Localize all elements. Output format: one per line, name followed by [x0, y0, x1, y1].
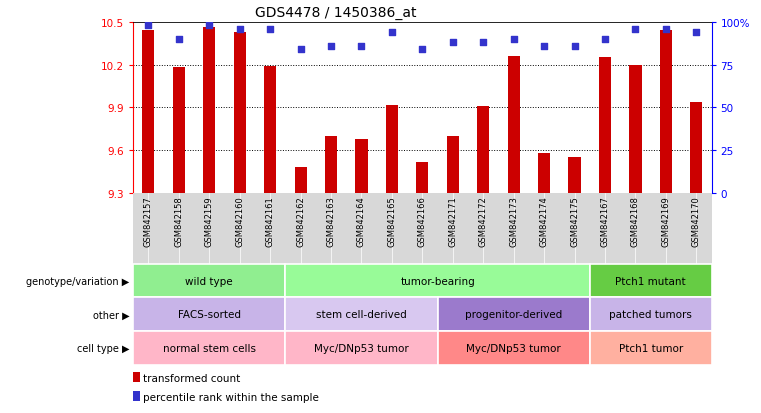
- Text: GSM842161: GSM842161: [266, 196, 275, 247]
- Point: [629, 26, 642, 33]
- Bar: [133, 264, 285, 298]
- Text: normal stem cells: normal stem cells: [163, 344, 256, 354]
- Text: patched tumors: patched tumors: [610, 310, 692, 320]
- Bar: [590, 332, 712, 366]
- Text: other ▶: other ▶: [93, 310, 129, 320]
- Bar: [438, 332, 590, 366]
- Text: GSM842170: GSM842170: [692, 196, 701, 247]
- Point: [660, 26, 672, 33]
- Point: [325, 43, 337, 50]
- Bar: [203, 28, 215, 194]
- Bar: [285, 332, 438, 366]
- Bar: [590, 264, 712, 298]
- Point: [295, 47, 307, 53]
- Point: [173, 36, 185, 43]
- Bar: [438, 298, 590, 332]
- Bar: [447, 137, 459, 194]
- Text: GSM842167: GSM842167: [600, 196, 610, 247]
- Bar: [508, 57, 520, 194]
- Bar: [629, 66, 642, 194]
- Bar: [690, 102, 702, 194]
- Bar: [477, 107, 489, 194]
- Text: GSM842171: GSM842171: [448, 196, 457, 247]
- Bar: [295, 168, 307, 194]
- Text: GSM842162: GSM842162: [296, 196, 305, 247]
- Text: Myc/DNp53 tumor: Myc/DNp53 tumor: [314, 344, 409, 354]
- Point: [386, 30, 398, 36]
- Text: Myc/DNp53 tumor: Myc/DNp53 tumor: [466, 344, 561, 354]
- Bar: [355, 140, 368, 194]
- Bar: [173, 68, 185, 194]
- Point: [477, 40, 489, 47]
- Text: GSM842173: GSM842173: [509, 196, 518, 247]
- Bar: [133, 392, 140, 401]
- Bar: [538, 154, 550, 194]
- Bar: [386, 105, 398, 194]
- Bar: [133, 332, 285, 366]
- Text: GSM842166: GSM842166: [418, 196, 427, 247]
- Point: [355, 43, 368, 50]
- Text: GSM842174: GSM842174: [540, 196, 549, 247]
- Point: [568, 43, 581, 50]
- Bar: [133, 298, 285, 332]
- Bar: [133, 373, 140, 382]
- Bar: [264, 67, 276, 194]
- Bar: [660, 31, 672, 194]
- Point: [538, 43, 550, 50]
- Text: genotype/variation ▶: genotype/variation ▶: [26, 276, 129, 286]
- Text: stem cell-derived: stem cell-derived: [316, 310, 407, 320]
- Point: [203, 23, 215, 29]
- Text: transformed count: transformed count: [143, 373, 240, 382]
- Text: Ptch1 mutant: Ptch1 mutant: [616, 276, 686, 286]
- Point: [447, 40, 459, 47]
- Text: FACS-sorted: FACS-sorted: [178, 310, 240, 320]
- Bar: [568, 158, 581, 194]
- Text: Ptch1 tumor: Ptch1 tumor: [619, 344, 683, 354]
- Bar: [599, 58, 611, 194]
- Text: progenitor-derived: progenitor-derived: [465, 310, 562, 320]
- Text: GSM842164: GSM842164: [357, 196, 366, 247]
- Bar: [142, 31, 154, 194]
- Text: GSM842160: GSM842160: [235, 196, 244, 247]
- Point: [234, 26, 246, 33]
- Text: wild type: wild type: [186, 276, 233, 286]
- Text: GSM842157: GSM842157: [144, 196, 153, 247]
- Bar: [285, 264, 590, 298]
- Bar: [325, 137, 337, 194]
- Text: tumor-bearing: tumor-bearing: [400, 276, 475, 286]
- Text: percentile rank within the sample: percentile rank within the sample: [143, 392, 319, 402]
- Bar: [590, 298, 712, 332]
- Title: GDS4478 / 1450386_at: GDS4478 / 1450386_at: [255, 6, 416, 20]
- Point: [416, 47, 428, 53]
- Text: GSM842175: GSM842175: [570, 196, 579, 247]
- Point: [264, 26, 276, 33]
- Point: [142, 23, 154, 29]
- Text: GSM842169: GSM842169: [661, 196, 670, 247]
- Point: [599, 36, 611, 43]
- Bar: [234, 33, 246, 194]
- Text: GSM842168: GSM842168: [631, 196, 640, 247]
- Text: GSM842165: GSM842165: [387, 196, 396, 247]
- Bar: [285, 298, 438, 332]
- Text: GSM842172: GSM842172: [479, 196, 488, 247]
- Text: GSM842159: GSM842159: [205, 196, 214, 246]
- Text: GSM842158: GSM842158: [174, 196, 183, 247]
- Text: cell type ▶: cell type ▶: [77, 344, 129, 354]
- Point: [508, 36, 520, 43]
- Text: GSM842163: GSM842163: [326, 196, 336, 247]
- Point: [690, 30, 702, 36]
- Bar: [416, 162, 428, 194]
